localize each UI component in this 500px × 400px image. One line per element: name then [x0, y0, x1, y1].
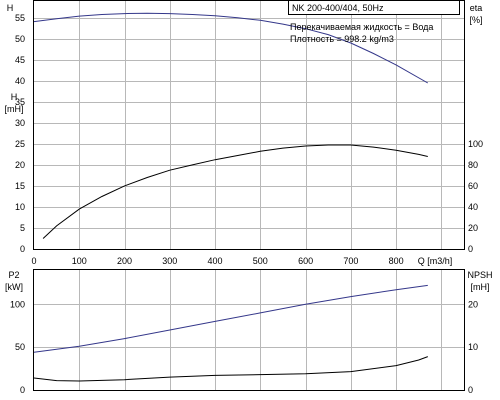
top-left-tick-label: 30: [15, 118, 25, 128]
power-axis-unit: [kW]: [5, 282, 23, 292]
series-npsh-line: [33, 356, 428, 382]
bottom-right-tick-label: 20: [468, 299, 478, 309]
top-plot-grid: [34, 1, 464, 249]
bottom-right-tick-label: 10: [468, 342, 478, 352]
top-left-tick-label: 0: [20, 244, 25, 254]
top-left-axis-label: H: [7, 3, 14, 13]
x-tick-label: 200: [117, 256, 132, 266]
top-left-tick-label: 5: [20, 223, 25, 233]
bottom-plot-curves: [33, 284, 428, 382]
flow-axis-label: Q [m3/h]: [418, 256, 453, 266]
power-axis-label: P2: [8, 270, 19, 280]
bottom-left-tick-label: 50: [15, 342, 25, 352]
x-tick-label: 500: [253, 256, 268, 266]
x-tick-label: 400: [208, 256, 223, 266]
series-p2-line: [33, 284, 428, 353]
top-right-tick-label: 20: [468, 223, 478, 233]
series-h-line: [33, 12, 429, 84]
x-tick-label: 700: [343, 256, 358, 266]
bottom-plot-frame: [33, 269, 465, 391]
head-axis-unit: [mH]: [5, 104, 24, 114]
top-right-tick-label: 0: [468, 244, 473, 254]
x-tick-label: 100: [72, 256, 87, 266]
series-eta-line: [42, 144, 428, 239]
density-info: Плотность = 998.2 kg/m3: [290, 34, 394, 44]
top-left-tick-label: 45: [15, 55, 25, 65]
npsh-axis-unit: [mH]: [471, 282, 490, 292]
chart-title-box: [288, 0, 460, 15]
eta-axis-unit: [%]: [469, 15, 482, 25]
bottom-left-tick-label: 0: [20, 385, 25, 395]
top-left-tick-label: 15: [15, 181, 25, 191]
top-left-tick-label: 55: [15, 13, 25, 23]
x-tick-label: 800: [389, 256, 404, 266]
top-left-tick-label: 40: [15, 76, 25, 86]
npsh-axis-label: NPSH: [467, 270, 492, 280]
top-plot-curves: [33, 12, 429, 239]
top-right-tick-label: 60: [468, 181, 478, 191]
head-axis-label: H: [11, 92, 18, 102]
top-left-tick-label: 35: [15, 97, 25, 107]
chart-title: NK 200-400/404, 50Hz: [292, 3, 384, 13]
fluid-info: Перекачиваемая жидкость = Вода: [290, 22, 433, 32]
top-right-tick-label: 100: [468, 139, 483, 149]
x-tick-label: 0: [31, 256, 36, 266]
bottom-right-tick-label: 0: [468, 385, 473, 395]
x-tick-label: 300: [162, 256, 177, 266]
top-plot-frame: [33, 0, 465, 250]
top-left-tick-label: 20: [15, 160, 25, 170]
bottom-left-tick-label: 100: [10, 299, 25, 309]
top-left-tick-label: 10: [15, 202, 25, 212]
top-right-tick-label: 40: [468, 202, 478, 212]
top-left-tick-label: 25: [15, 139, 25, 149]
x-tick-label: 600: [298, 256, 313, 266]
top-right-tick-label: 80: [468, 160, 478, 170]
bottom-plot-grid: [34, 270, 464, 390]
eta-axis-label: eta: [470, 3, 483, 13]
top-left-tick-label: 50: [15, 34, 25, 44]
